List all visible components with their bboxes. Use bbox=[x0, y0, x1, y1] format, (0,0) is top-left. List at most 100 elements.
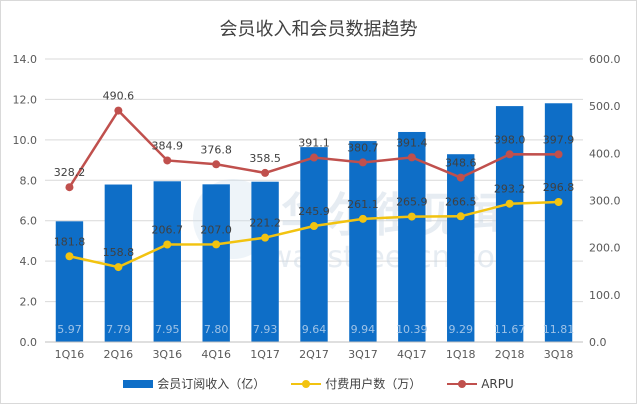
bar-revenue bbox=[202, 184, 230, 342]
x-axis-tick-label: 1Q17 bbox=[250, 348, 280, 361]
paid-users-point bbox=[407, 212, 416, 221]
arpu-point bbox=[65, 183, 74, 192]
paid-users-data-label: 265.9 bbox=[396, 196, 428, 209]
bar-revenue bbox=[544, 103, 573, 342]
paid-users-data-label: 181.8 bbox=[54, 235, 86, 248]
arpu-point bbox=[261, 168, 270, 177]
arpu-data-label: 391.4 bbox=[396, 136, 428, 149]
arpu-point bbox=[554, 150, 563, 159]
paid-users-point bbox=[505, 199, 514, 208]
arpu-point bbox=[358, 158, 367, 167]
right-axis-tick-label: 300.0 bbox=[589, 195, 621, 208]
right-axis-tick-label: 400.0 bbox=[589, 147, 621, 160]
x-axis-tick-label: 1Q16 bbox=[55, 348, 85, 361]
bar-data-label: 7.79 bbox=[106, 323, 131, 336]
legend-label-arpu: ARPU bbox=[481, 376, 514, 391]
paid-users-data-label: 206.7 bbox=[152, 224, 184, 237]
bar-data-label: 11.67 bbox=[494, 323, 526, 336]
chart-legend: 会员订阅收入（亿） 付费用户数（万） ARPU bbox=[1, 375, 636, 392]
x-axis-tick-label: 2Q18 bbox=[495, 348, 525, 361]
left-axis-tick-label: 8.0 bbox=[20, 174, 38, 187]
right-axis-tick-label: 100.0 bbox=[589, 289, 621, 302]
x-axis-tick-label: 2Q16 bbox=[104, 348, 134, 361]
bar-data-label: 11.81 bbox=[543, 323, 575, 336]
left-axis-tick-label: 10.0 bbox=[13, 134, 38, 147]
x-axis-tick-label: 3Q18 bbox=[544, 348, 574, 361]
paid-users-data-label: 158.8 bbox=[103, 246, 135, 259]
arpu-point bbox=[212, 160, 221, 169]
legend-item-revenue: 会员订阅收入（亿） bbox=[123, 375, 265, 392]
left-axis-tick-label: 14.0 bbox=[13, 53, 38, 66]
left-axis-tick-label: 4.0 bbox=[20, 255, 38, 268]
bar-revenue bbox=[349, 141, 377, 342]
paid-users-data-label: 221.2 bbox=[249, 217, 281, 230]
paid-users-point bbox=[163, 240, 172, 249]
paid-users-data-label: 245.9 bbox=[298, 205, 330, 218]
right-axis-tick-label: 600.0 bbox=[589, 53, 621, 66]
arpu-point bbox=[114, 106, 123, 115]
paid-users-data-label: 293.2 bbox=[494, 183, 526, 196]
right-axis-tick-label: 200.0 bbox=[589, 242, 621, 255]
arpu-data-label: 397.9 bbox=[543, 133, 575, 146]
x-axis-tick-label: 4Q16 bbox=[201, 348, 231, 361]
arpu-point bbox=[407, 153, 416, 162]
bar-data-label: 7.95 bbox=[155, 323, 180, 336]
x-axis-tick-label: 4Q17 bbox=[397, 348, 427, 361]
bar-data-label: 10.39 bbox=[396, 323, 428, 336]
bar-revenue bbox=[55, 221, 84, 342]
paid-users-point bbox=[310, 222, 318, 231]
paid-users-point bbox=[261, 233, 270, 242]
paid-users-data-label: 207.0 bbox=[200, 223, 232, 236]
left-axis-tick-label: 12.0 bbox=[13, 93, 38, 106]
bar-revenue bbox=[153, 181, 181, 342]
arpu-data-label: 380.7 bbox=[347, 141, 379, 154]
arpu-point bbox=[310, 153, 318, 162]
arpu-point bbox=[456, 173, 465, 182]
x-axis-tick-label: 3Q17 bbox=[348, 348, 378, 361]
legend-swatch-revenue bbox=[123, 379, 154, 388]
x-axis-tick-label: 2Q17 bbox=[299, 348, 329, 361]
paid-users-point bbox=[358, 214, 367, 223]
bar-data-label: 7.80 bbox=[204, 323, 229, 336]
arpu-data-label: 398.0 bbox=[494, 133, 526, 146]
legend-item-arpu: ARPU bbox=[447, 375, 514, 392]
left-axis-tick-label: 0.0 bbox=[20, 336, 38, 349]
legend-item-paid-users: 付费用户数（万） bbox=[291, 375, 421, 392]
arpu-data-label: 358.5 bbox=[249, 152, 281, 165]
paid-users-point bbox=[65, 252, 74, 261]
right-axis-tick-label: 500.0 bbox=[589, 100, 621, 113]
arpu-data-label: 376.8 bbox=[200, 143, 232, 156]
right-axis-tick-label: 0.0 bbox=[589, 336, 607, 349]
bar-revenue bbox=[300, 147, 328, 342]
paid-users-point bbox=[114, 263, 123, 272]
arpu-point bbox=[163, 156, 172, 165]
bar-data-label: 9.94 bbox=[351, 323, 376, 336]
bar-revenue bbox=[495, 106, 524, 342]
bar-data-label: 7.93 bbox=[253, 323, 278, 336]
arpu-data-label: 348.6 bbox=[445, 157, 477, 170]
paid-users-point bbox=[456, 212, 465, 221]
legend-swatch-paid-users bbox=[291, 379, 322, 389]
paid-users-point bbox=[554, 198, 563, 207]
arpu-data-label: 384.9 bbox=[152, 139, 184, 152]
legend-label-paid-users: 付费用户数（万） bbox=[325, 377, 422, 391]
paid-users-data-label: 296.8 bbox=[543, 181, 575, 194]
bar-data-label: 5.97 bbox=[57, 323, 82, 336]
arpu-point bbox=[505, 150, 514, 159]
legend-label-revenue: 会员订阅收入（亿） bbox=[157, 377, 266, 391]
bar-revenue bbox=[398, 131, 426, 342]
arpu-data-label: 391.1 bbox=[298, 137, 330, 150]
bar-revenue bbox=[251, 181, 279, 342]
bar-data-label: 9.64 bbox=[302, 323, 327, 336]
x-axis-tick-label: 1Q18 bbox=[446, 348, 476, 361]
legend-swatch-arpu bbox=[447, 379, 478, 389]
paid-users-point bbox=[212, 240, 221, 249]
paid-users-data-label: 261.1 bbox=[347, 198, 379, 211]
chart-title: 会员收入和会员数据趋势 bbox=[219, 19, 418, 40]
left-axis-tick-label: 6.0 bbox=[20, 215, 38, 228]
left-axis-tick-label: 2.0 bbox=[20, 296, 38, 309]
x-axis-tick-label: 3Q16 bbox=[152, 348, 182, 361]
arpu-data-label: 490.6 bbox=[103, 90, 135, 103]
